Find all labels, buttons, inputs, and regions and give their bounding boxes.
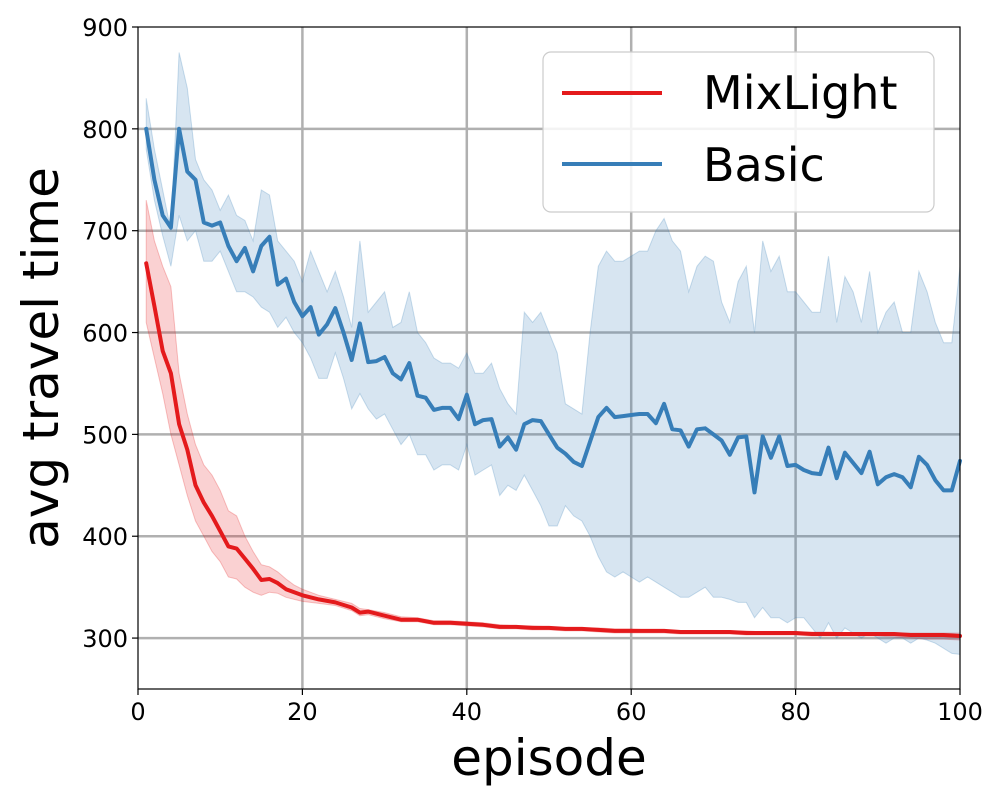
plot-frame bbox=[137, 26, 961, 690]
legend-label-basic: Basic bbox=[703, 138, 825, 192]
legend-label-mixlight: MixLight bbox=[703, 66, 898, 120]
y-tick-label: 400 bbox=[82, 523, 128, 551]
x-tick-label: 80 bbox=[780, 698, 811, 726]
y-tick-label: 500 bbox=[82, 421, 128, 449]
x-tick-label: 100 bbox=[937, 698, 983, 726]
y-tick-label: 700 bbox=[82, 218, 128, 246]
y-tick-label: 900 bbox=[82, 14, 128, 42]
axis-ticks: 0 20 40 60 80 100 300 400 500 600 700 800 900 bbox=[82, 14, 983, 726]
x-tick-label: 40 bbox=[452, 698, 483, 726]
x-axis-label: episode bbox=[451, 729, 647, 787]
x-tick-label: 20 bbox=[287, 698, 318, 726]
legend: MixLight Basic bbox=[542, 51, 935, 213]
y-tick-label: 300 bbox=[82, 625, 128, 653]
x-tick-label: 0 bbox=[130, 698, 145, 726]
y-tick-label: 600 bbox=[82, 320, 128, 348]
x-tick-label: 60 bbox=[616, 698, 647, 726]
series-lines bbox=[144, 126, 962, 638]
series-line-mixlight bbox=[144, 261, 962, 638]
series-line-basic bbox=[144, 126, 962, 495]
y-axis-label: avg travel time bbox=[12, 167, 70, 549]
y-tick-label: 800 bbox=[82, 116, 128, 144]
